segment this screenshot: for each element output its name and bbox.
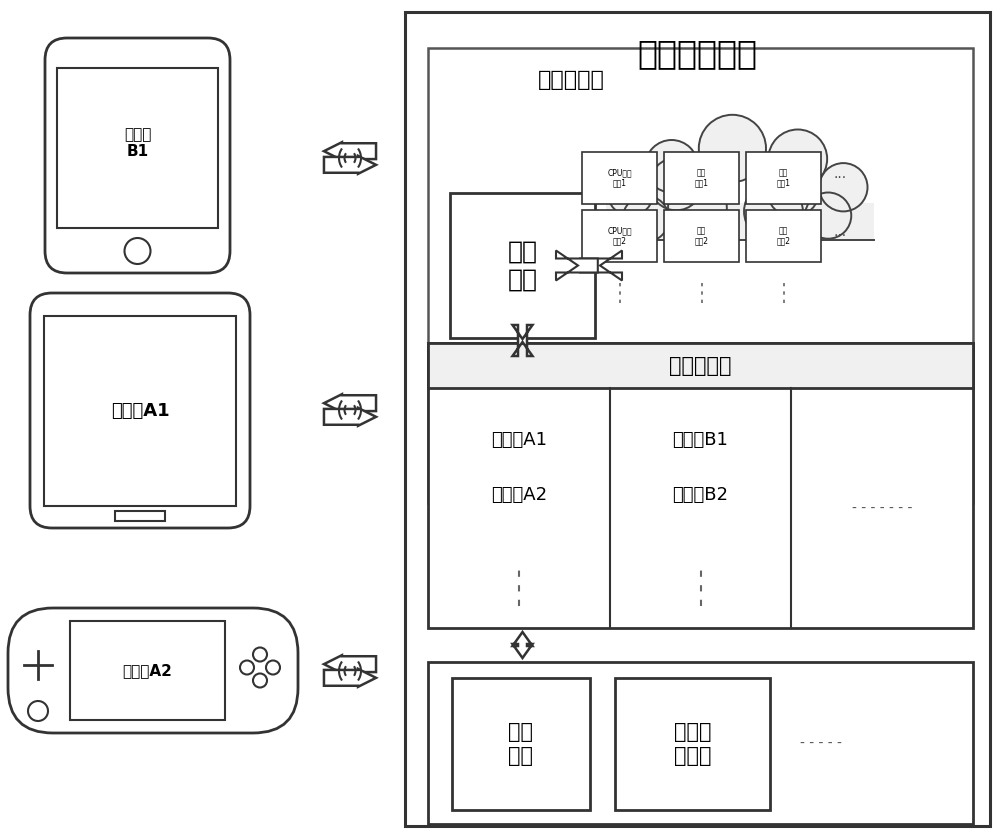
Bar [615,678,770,810]
Text: 传输
模块: 传输 模块 [508,722,533,766]
FancyBboxPatch shape [30,293,250,528]
Bar [746,210,821,262]
Bar [70,621,225,720]
Circle shape [699,115,766,182]
Polygon shape [324,408,376,426]
Polygon shape [324,655,376,673]
Bar [405,12,990,826]
Text: 云系统A1: 云系统A1 [111,402,169,420]
Text: 云系统B2: 云系统B2 [672,486,728,504]
Circle shape [607,169,654,215]
Bar [57,68,218,228]
Bar [606,203,874,240]
Circle shape [668,178,727,238]
Text: ···: ··· [833,171,846,185]
Text: 云系统A2: 云系统A2 [491,486,547,504]
Text: 虚拟机环境: 虚拟机环境 [669,355,732,375]
Bar [582,210,657,262]
Text: CPU运算
资源2: CPU运算 资源2 [607,226,632,246]
Circle shape [744,182,803,241]
Bar [428,343,973,388]
Text: 存储
资源2: 存储 资源2 [776,226,790,246]
Text: 云集群架构: 云集群架构 [538,70,605,90]
Text: 云系统A1: 云系统A1 [491,431,547,449]
Text: 云计算服务器: 云计算服务器 [638,38,758,70]
Circle shape [805,193,851,239]
Text: 后勤管
理模块: 后勤管 理模块 [674,722,711,766]
Circle shape [623,195,669,242]
Circle shape [819,163,868,211]
Text: 云系统B1: 云系统B1 [673,431,728,449]
Bar [44,316,236,506]
Polygon shape [324,669,376,687]
Text: 云系统
B1: 云系统 B1 [124,127,151,159]
Text: 内存
资源1: 内存 资源1 [694,168,708,188]
Bar [664,210,739,262]
Polygon shape [580,251,622,281]
Text: ···: ··· [833,229,846,243]
Text: 存储
资源1: 存储 资源1 [776,168,790,188]
Bar [664,152,739,204]
Circle shape [645,140,698,193]
Bar [428,343,973,628]
Bar [746,152,821,204]
Bar [428,662,973,824]
Text: 内存
资源2: 内存 资源2 [694,226,708,246]
Text: - - - - -: - - - - - [800,736,842,750]
Polygon shape [324,142,376,160]
Circle shape [768,130,827,189]
Bar [428,48,973,503]
Text: CPU运算
资源1: CPU运算 资源1 [607,168,632,188]
Circle shape [650,158,702,210]
Bar [582,152,657,204]
Polygon shape [512,325,532,356]
Text: - - - - - - -: - - - - - - - [852,501,912,515]
Bar [452,678,590,810]
Text: 融合
调度: 融合 调度 [508,240,538,292]
Polygon shape [324,394,376,412]
Polygon shape [556,251,598,281]
FancyBboxPatch shape [8,608,298,733]
Polygon shape [512,632,532,658]
Polygon shape [324,156,376,173]
Text: 云系统A2: 云系统A2 [123,663,172,678]
Bar [450,193,595,338]
FancyBboxPatch shape [45,38,230,273]
Circle shape [767,164,819,217]
Bar [115,511,165,521]
